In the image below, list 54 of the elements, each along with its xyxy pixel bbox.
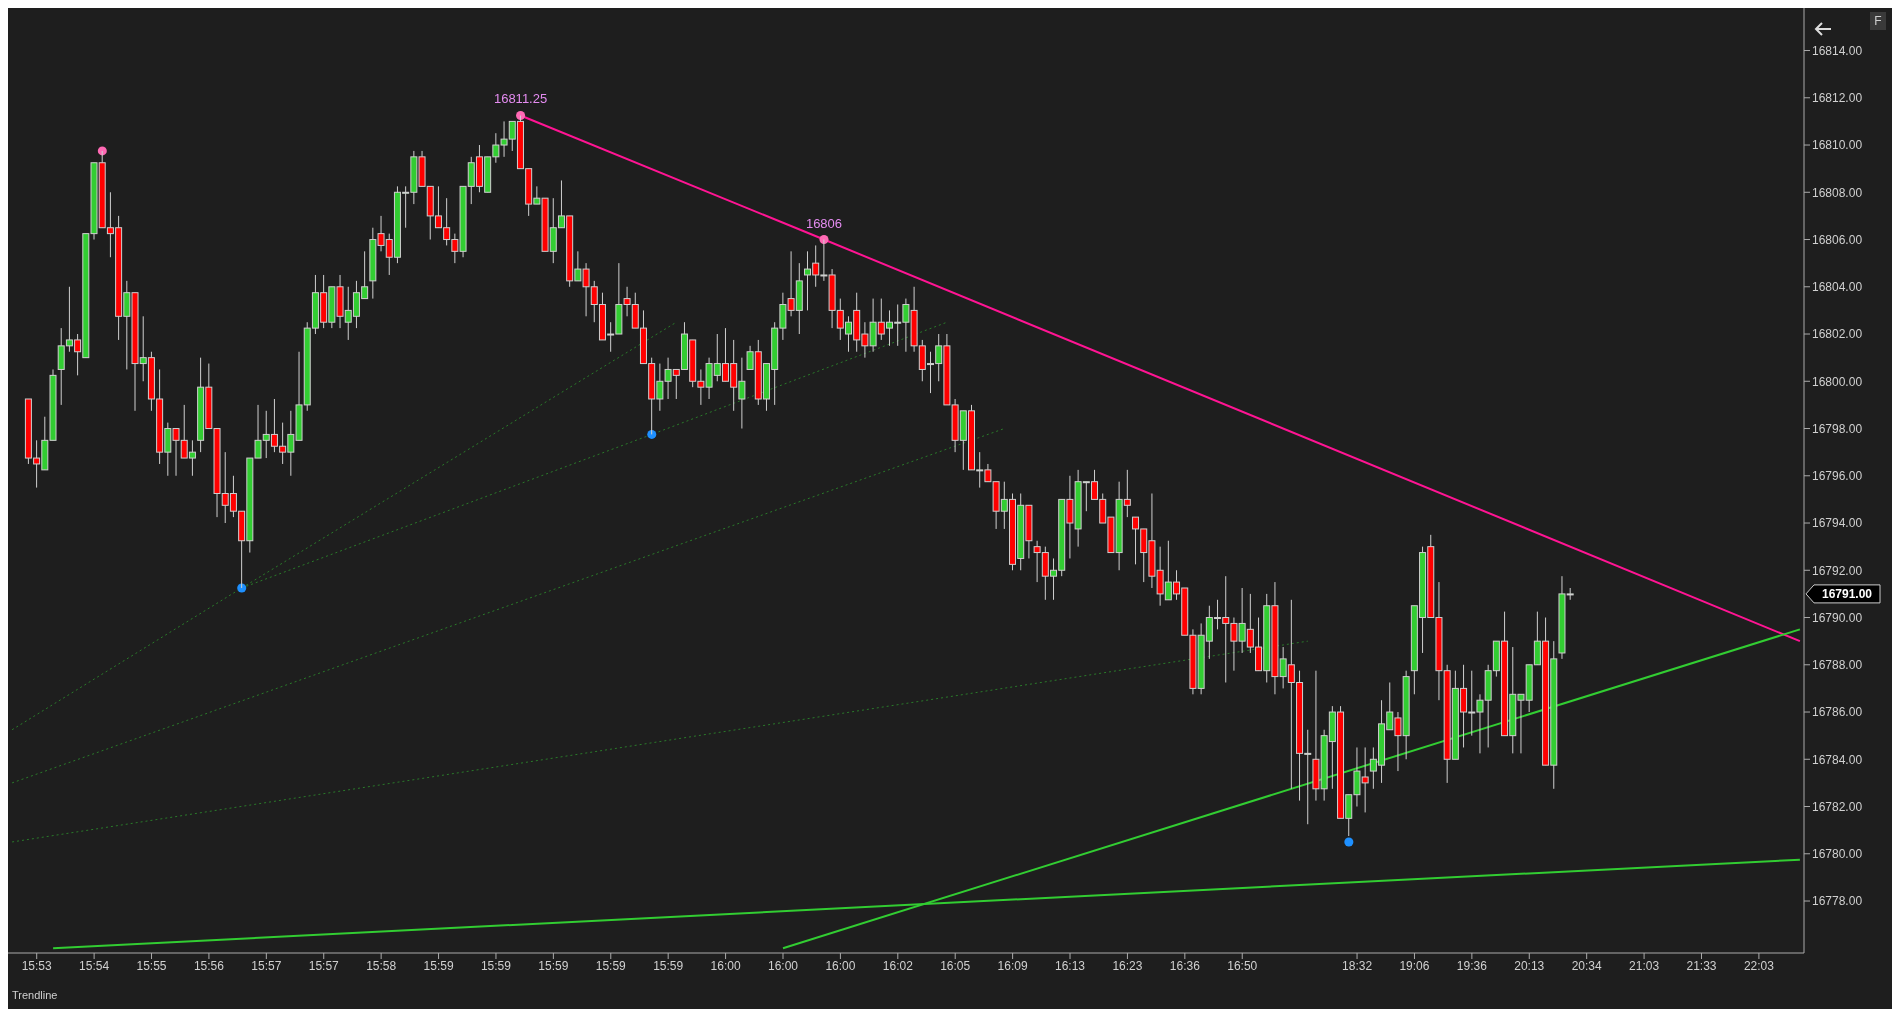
x-tick-label: 15:59 — [595, 958, 627, 973]
x-tick-label: 19:06 — [1399, 958, 1430, 973]
x-tick-label: 15:59 — [423, 958, 454, 973]
data-label: 16806 — [805, 215, 843, 231]
x-tick-label: 15:57 — [308, 958, 340, 973]
x-tick-label: 15:54 — [79, 958, 110, 973]
y-tick-label: 16788.00 — [1812, 658, 1863, 673]
x-tick-label: 20:34 — [1571, 958, 1603, 973]
x-tick-label: 21:33 — [1686, 958, 1717, 973]
x-tick-label: 16:23 — [1112, 958, 1143, 973]
y-tick-label: 16810.00 — [1812, 138, 1863, 153]
x-tick-label: 15:55 — [136, 958, 167, 973]
y-tick-label: 16798.00 — [1812, 421, 1863, 436]
x-tick-label: 16:05 — [940, 958, 971, 973]
y-tick-label: 16804.00 — [1812, 280, 1863, 295]
y-tick-label: 16814.00 — [1812, 43, 1863, 58]
x-tick-label: 16:09 — [997, 958, 1028, 973]
y-tick-label: 16782.00 — [1812, 799, 1863, 814]
y-tick-label: 16778.00 — [1812, 894, 1863, 909]
y-tick-label: 16800.00 — [1812, 374, 1863, 389]
data-label: 16811.25 — [493, 91, 548, 107]
x-tick-label: 16:00 — [710, 958, 741, 973]
x-tick-label: 19:36 — [1456, 958, 1488, 973]
y-tick-label: 16792.00 — [1812, 563, 1863, 578]
y-tick-label: 16808.00 — [1812, 185, 1863, 200]
x-tick-label: 16:50 — [1227, 958, 1258, 973]
x-tick-label: 18:32 — [1342, 958, 1373, 973]
text: Trendline — [12, 989, 58, 1001]
x-tick-label: 21:03 — [1629, 958, 1660, 973]
x-tick-label: 16:13 — [1055, 958, 1086, 973]
x-tick-label: 16:02 — [882, 958, 914, 973]
x-tick-label: 16:36 — [1169, 958, 1201, 973]
y-tick-label: 16806.00 — [1812, 232, 1863, 247]
y-tick-label: 16812.00 — [1812, 91, 1863, 106]
x-tick-label: 15:59 — [653, 958, 684, 973]
text: F — [1870, 12, 1886, 30]
y-tick-label: 16796.00 — [1812, 469, 1863, 484]
x-tick-label: 15:59 — [538, 958, 569, 973]
x-tick-label: 16:00 — [825, 958, 856, 973]
y-tick-label: 16794.00 — [1812, 516, 1863, 531]
x-tick-label: 15:56 — [193, 958, 225, 973]
x-tick-label: 15:53 — [21, 958, 53, 973]
y-tick-label: 16802.00 — [1812, 327, 1863, 342]
x-tick-label: 15:59 — [480, 958, 512, 973]
y-tick-label: 16790.00 — [1812, 610, 1863, 625]
x-tick-label: 16:00 — [767, 958, 799, 973]
x-tick-label: 15:57 — [251, 958, 282, 973]
text: 16791.00 — [1821, 586, 1873, 601]
y-tick-label: 16786.00 — [1812, 705, 1863, 720]
x-tick-label: 22:03 — [1743, 958, 1775, 973]
x-tick-label: 15:58 — [366, 958, 397, 973]
x-tick-label: 20:13 — [1514, 958, 1545, 973]
y-tick-label: 16780.00 — [1812, 847, 1863, 862]
y-tick-label: 16784.00 — [1812, 752, 1863, 767]
